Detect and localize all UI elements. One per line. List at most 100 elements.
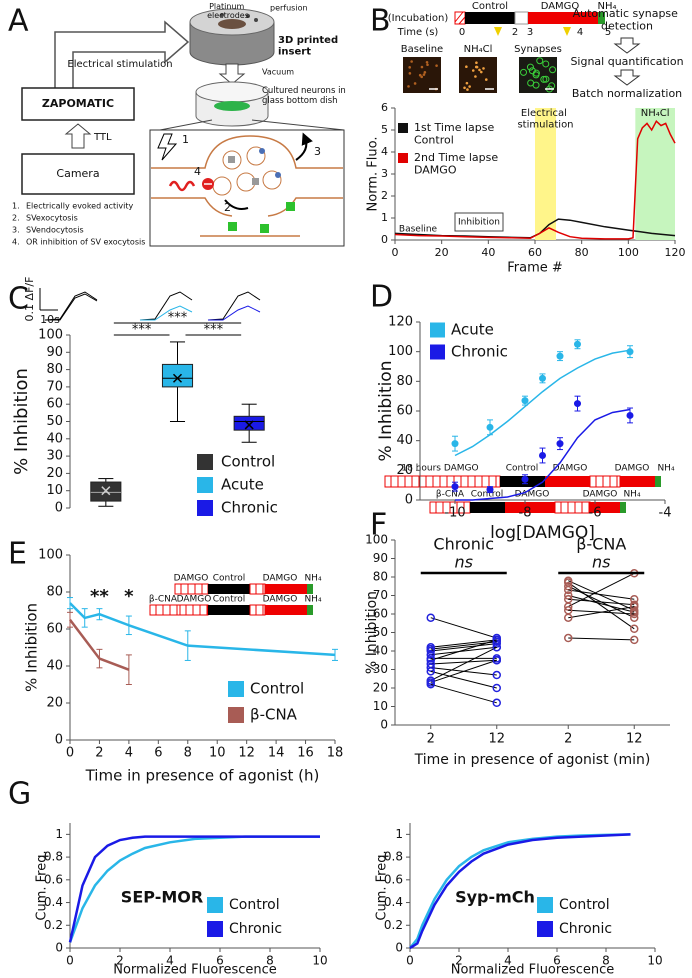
protein <box>275 172 281 178</box>
legend-label: Control <box>250 680 304 698</box>
legend-text: OR inhibition of SV exocytosis <box>26 238 145 247</box>
y-tick-label: 50 <box>373 625 388 639</box>
y-tick-label: 90 <box>46 345 63 360</box>
puncta <box>463 86 466 90</box>
y-tick-label: 100 <box>38 328 63 343</box>
membrane <box>151 135 343 169</box>
y-tick-label: 0.2 <box>384 918 403 932</box>
label: Synapses <box>514 44 562 55</box>
y-tick-label: 0.6 <box>384 872 403 886</box>
puncta <box>479 70 483 74</box>
text-line: electrodes <box>207 11 249 20</box>
legend-swatch <box>398 153 408 163</box>
legend-num: 2. <box>12 214 20 223</box>
fluorophore <box>228 222 237 231</box>
y-tick-label: 0 <box>380 718 388 732</box>
label: Time (s) <box>397 27 439 38</box>
step: 3 <box>314 145 321 158</box>
x-axis-label: Time in presence of agonist (h) <box>85 767 320 785</box>
panel-a: Platinum electrodes perfusion 3D printed… <box>12 2 349 247</box>
protocol-label: DAMGO <box>615 464 650 474</box>
protocol-segment <box>620 502 626 513</box>
legend-swatch <box>197 500 213 516</box>
y-axis-label: % Inhibition <box>11 368 32 475</box>
label: ZAPOMATIC <box>42 97 114 110</box>
ttl-arrow <box>64 123 92 149</box>
puncta <box>527 79 535 87</box>
text-line: DAMGO <box>414 164 457 177</box>
group-annotation: ns <box>592 553 610 572</box>
x-tick-label: 10 <box>312 954 327 968</box>
box <box>233 415 265 431</box>
dish-top <box>195 81 269 103</box>
label: TTL <box>93 132 112 143</box>
puncta <box>482 67 485 70</box>
point <box>630 635 639 645</box>
text-line: insert <box>278 47 311 58</box>
puncta <box>408 72 412 75</box>
significance: * <box>124 586 134 607</box>
y-tick-label: 70 <box>373 588 388 602</box>
puncta <box>475 61 478 65</box>
stim-marker <box>563 27 571 36</box>
label: Control <box>472 1 508 12</box>
point <box>451 440 459 448</box>
point <box>564 582 573 591</box>
y-tick-label: 40 <box>46 659 63 674</box>
y-tick-label: 60 <box>46 397 63 412</box>
stim-marker <box>494 27 502 36</box>
label: 0 <box>459 27 465 38</box>
legend-label: 1st Time lapse Control <box>414 121 498 147</box>
y-tick-label: 0 <box>381 233 388 246</box>
x-tick-label: 60 <box>528 246 542 259</box>
trace <box>208 305 261 321</box>
significance: ** <box>90 586 109 607</box>
x-axis-label: Time in presence of agonist (min) <box>414 752 651 768</box>
label: 4 <box>577 27 583 38</box>
legend-label: β-CNA <box>250 706 298 724</box>
protocol-segment <box>307 584 313 594</box>
point <box>521 475 529 483</box>
protein <box>259 148 265 154</box>
pair-line <box>430 639 497 661</box>
x-tick-label: 6 <box>154 746 162 761</box>
port <box>246 14 250 18</box>
y-tick-label: 0 <box>395 941 403 955</box>
pair-line <box>568 589 635 600</box>
text-line: 1st Time lapse <box>414 121 498 134</box>
legend-label: Chronic <box>451 343 508 361</box>
x-tick-label: 8 <box>184 746 192 761</box>
y-tick-label: 1 <box>55 827 63 841</box>
y-tick-label: 3 <box>381 167 388 180</box>
protocol-segment <box>307 605 313 615</box>
band-label: NH₄Cl <box>641 108 670 119</box>
pair-line <box>567 582 635 630</box>
legend-label: Chronic <box>229 921 282 937</box>
trace <box>139 291 193 321</box>
protocol-label: 18 hours DAMGO <box>401 464 478 474</box>
fluorophore <box>260 224 269 233</box>
x-tick-label: 6 <box>553 954 561 968</box>
legend-swatch <box>398 123 408 133</box>
camera-box <box>21 153 135 195</box>
x-tick-label: 8 <box>266 954 274 968</box>
legend-label: 2nd Time lapse DAMGO <box>414 151 502 177</box>
protocol-label: DAMGO <box>263 595 298 605</box>
point <box>492 683 501 693</box>
protocol-label: DAMGO <box>263 574 298 584</box>
significance: *** <box>204 323 224 338</box>
x-tick-label: 120 <box>665 246 686 259</box>
puncta <box>468 85 471 88</box>
control-seg <box>465 12 515 24</box>
y-tick-label: 1 <box>395 827 403 841</box>
panel-label: A <box>8 4 29 39</box>
legend-label: Control <box>229 897 280 913</box>
y-axis-label: % Inhibition <box>364 591 380 674</box>
controller-box <box>21 87 135 121</box>
puncta <box>465 65 468 69</box>
x-tick-label: -6 <box>589 506 602 521</box>
legend-text: SVexocytosis <box>26 214 78 223</box>
annotation: Syp-mCh <box>455 888 535 907</box>
data-line <box>68 835 320 943</box>
